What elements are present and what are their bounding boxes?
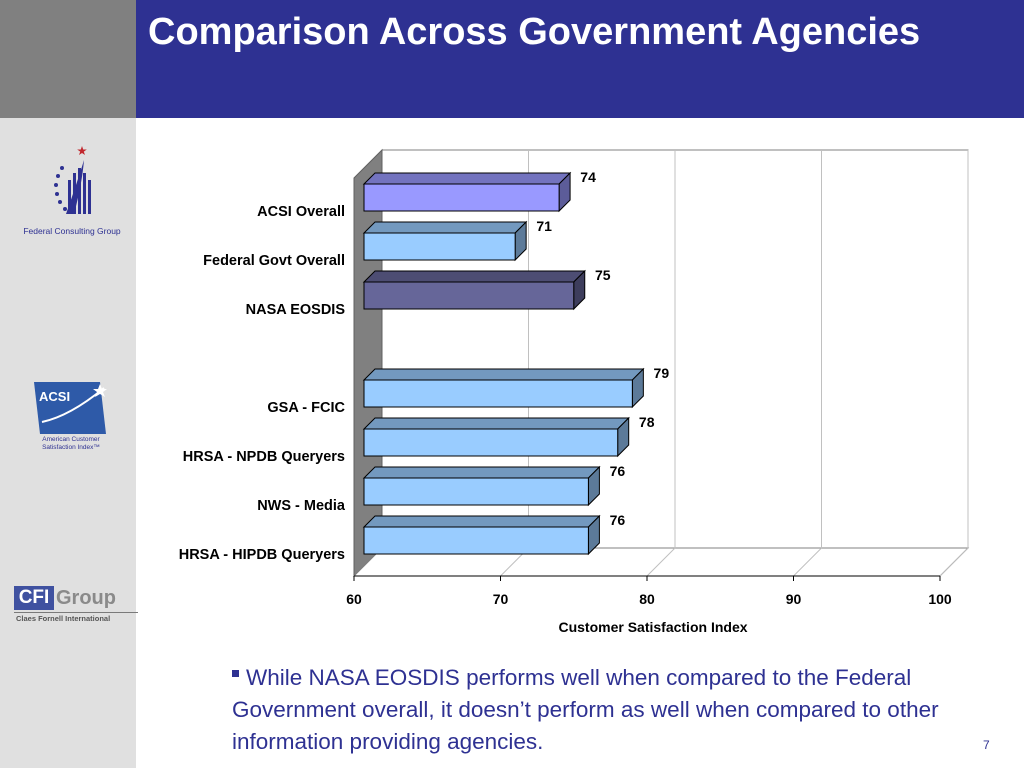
cfi-divider [14, 612, 138, 613]
x-tick-label: 90 [786, 591, 802, 607]
value-label: 76 [610, 512, 626, 528]
cfi-mark: CFI [14, 586, 54, 610]
bar [363, 526, 589, 555]
bar-top-face [362, 515, 601, 528]
x-tick-label: 100 [928, 591, 952, 607]
category-label: NASA EOSDIS [246, 302, 346, 318]
bar-top-face [362, 466, 601, 479]
bar-top-face [362, 172, 572, 185]
bar [363, 428, 619, 457]
bar-chart: ACSI Overall Federal Govt Overall NASA EOS… [179, 148, 970, 635]
chart-value-labels: 74 71 75 79 78 76 76 [536, 169, 669, 528]
category-label: Federal Govt Overall [203, 253, 345, 269]
value-label: 75 [595, 267, 611, 283]
chart-side-wall [353, 148, 383, 578]
chart-background [352, 148, 970, 578]
acsi-caption-line2: Satisfaction Index™ [42, 444, 100, 451]
bar-top-face [362, 221, 528, 234]
category-label: HRSA - HIPDB Queryers [179, 547, 345, 563]
category-label: HRSA - NPDB Queryers [183, 449, 345, 465]
federal-consulting-group-logo [54, 146, 91, 214]
acsi-caption: American Customer Satisfaction Index™ [26, 436, 116, 452]
fcg-caption: Federal Consulting Group [23, 226, 121, 236]
bar [363, 379, 633, 408]
bullet-text: While NASA EOSDIS performs well when com… [232, 662, 952, 758]
value-label: 79 [654, 365, 670, 381]
cfi-group-logo: CFI Group Claes Fornell International [14, 586, 138, 626]
x-axis-label: Customer Satisfaction Index [558, 619, 747, 635]
page-number: 7 [983, 738, 990, 752]
bar [363, 183, 560, 212]
acsi-logo-text: ACSI [39, 389, 70, 404]
bar-top-face [362, 368, 645, 381]
value-label: 78 [639, 414, 655, 430]
bullet-text-content: While NASA EOSDIS performs well when com… [232, 665, 939, 754]
bar-top-face [362, 270, 586, 283]
bar [363, 232, 516, 261]
x-tick-label: 80 [639, 591, 655, 607]
value-label: 74 [580, 169, 596, 185]
chart-tick-labels: 60 70 80 90 100 [346, 575, 952, 607]
corner-block [0, 0, 136, 118]
x-tick-label: 60 [346, 591, 362, 607]
x-tick-label: 70 [493, 591, 509, 607]
category-label: ACSI Overall [257, 204, 345, 220]
chart-category-labels: ACSI Overall Federal Govt Overall NASA EOS… [179, 204, 346, 563]
chart-gridlines [500, 150, 969, 577]
gridline-floor [793, 547, 822, 577]
title-bar [136, 0, 1024, 118]
cfi-group-word: Group [56, 587, 116, 609]
acsi-logo: ACSI [34, 382, 107, 434]
bar-top-face [362, 417, 630, 430]
bar [363, 477, 589, 506]
cfi-subtitle: Claes Fornell International [16, 614, 111, 623]
acsi-caption-line1: American Customer [42, 436, 100, 443]
category-label: GSA - FCIC [267, 400, 345, 416]
gridline-floor [939, 547, 969, 577]
value-label: 76 [610, 463, 626, 479]
category-label: NWS - Media [257, 498, 346, 514]
gridline-floor [646, 547, 676, 577]
value-label: 71 [536, 218, 552, 234]
bullet-marker [232, 670, 239, 677]
chart-bars [362, 171, 645, 556]
slide-title: Comparison Across Government Agencies [148, 11, 921, 53]
bar [363, 281, 575, 310]
